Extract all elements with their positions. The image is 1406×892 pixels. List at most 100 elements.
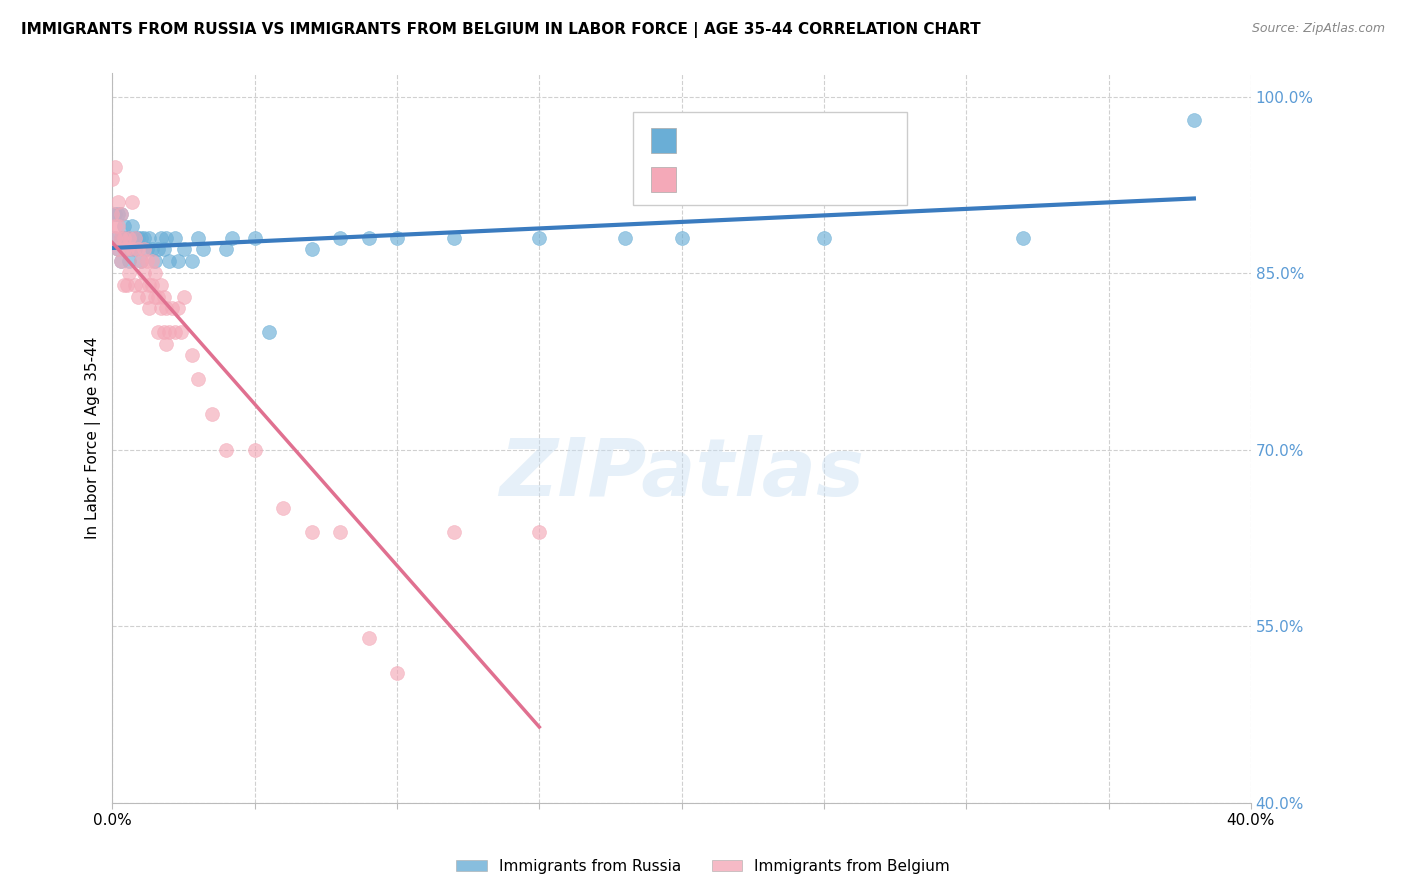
Point (1182, 113, 1205, 128)
Point (443, 230, 465, 244)
Point (443, 524, 465, 539)
Point (671, 230, 693, 244)
Point (243, 230, 266, 244)
Point (157, 254, 180, 268)
Text: IMMIGRANTS FROM RUSSIA VS IMMIGRANTS FROM BELGIUM IN LABOR FORCE | AGE 35-44 COR: IMMIGRANTS FROM RUSSIA VS IMMIGRANTS FRO… (21, 22, 981, 38)
Point (110, 230, 132, 244)
Point (112, 230, 135, 244)
Point (1012, 230, 1035, 244)
Point (121, 195, 143, 210)
Point (118, 230, 141, 244)
Point (160, 301, 183, 316)
Point (152, 289, 174, 303)
Point (115, 230, 138, 244)
Point (124, 230, 146, 244)
Point (110, 254, 132, 268)
Point (135, 243, 157, 257)
Point (163, 230, 186, 244)
Point (110, 230, 132, 244)
Point (118, 266, 141, 280)
Point (110, 207, 132, 221)
Point (170, 325, 193, 339)
Point (135, 289, 157, 303)
Point (152, 325, 174, 339)
Point (301, 524, 323, 539)
Point (215, 243, 238, 257)
Point (329, 524, 352, 539)
Point (110, 207, 132, 221)
Point (107, 243, 129, 257)
Point (146, 289, 169, 303)
Point (173, 289, 195, 303)
Text: R = 0.188   N = 62: R = 0.188 N = 62 (685, 157, 842, 175)
Point (121, 243, 143, 257)
Point (173, 243, 195, 257)
Point (107, 219, 129, 233)
Point (104, 230, 127, 244)
Point (813, 230, 835, 244)
Point (104, 230, 127, 244)
Point (141, 277, 163, 292)
Point (132, 243, 155, 257)
Point (157, 325, 180, 339)
Point (529, 524, 551, 539)
Point (181, 254, 204, 268)
Point (138, 277, 160, 292)
Point (271, 501, 294, 516)
Point (141, 243, 163, 257)
Point (149, 301, 172, 316)
Point (129, 230, 152, 244)
Point (143, 254, 166, 268)
Point (129, 254, 152, 268)
Point (129, 254, 152, 268)
Point (138, 230, 160, 244)
Point (149, 277, 172, 292)
Point (132, 266, 155, 280)
Point (112, 230, 135, 244)
Text: ZIPatlas: ZIPatlas (499, 435, 865, 513)
Text: Source: ZipAtlas.com: Source: ZipAtlas.com (1251, 22, 1385, 36)
Point (201, 407, 224, 421)
Point (146, 325, 169, 339)
Point (143, 289, 166, 303)
Text: R = 0.574   N = 52: R = 0.574 N = 52 (685, 123, 842, 141)
Point (155, 336, 177, 351)
Point (221, 230, 243, 244)
Point (124, 277, 146, 292)
Point (110, 254, 132, 268)
Point (121, 243, 143, 257)
Point (146, 243, 169, 257)
Point (529, 230, 551, 244)
Point (149, 230, 172, 244)
Point (613, 230, 636, 244)
Point (152, 243, 174, 257)
Point (243, 442, 266, 457)
Point (141, 254, 163, 268)
Point (104, 219, 127, 233)
Point (104, 207, 127, 221)
Point (124, 243, 146, 257)
Point (121, 219, 143, 233)
Point (115, 277, 138, 292)
Point (118, 230, 141, 244)
Point (187, 372, 209, 386)
Point (115, 243, 138, 257)
Point (118, 254, 141, 268)
Point (132, 230, 155, 244)
Point (101, 207, 124, 221)
Point (107, 207, 129, 221)
Point (127, 230, 149, 244)
Point (187, 230, 209, 244)
Point (124, 230, 146, 244)
Point (127, 243, 149, 257)
Point (104, 160, 127, 174)
Point (101, 172, 124, 186)
Legend: Immigrants from Russia, Immigrants from Belgium: Immigrants from Russia, Immigrants from … (450, 853, 956, 880)
Point (155, 301, 177, 316)
Point (155, 230, 177, 244)
Point (193, 243, 215, 257)
Point (163, 325, 186, 339)
Point (257, 325, 280, 339)
Point (112, 243, 135, 257)
Point (135, 254, 157, 268)
